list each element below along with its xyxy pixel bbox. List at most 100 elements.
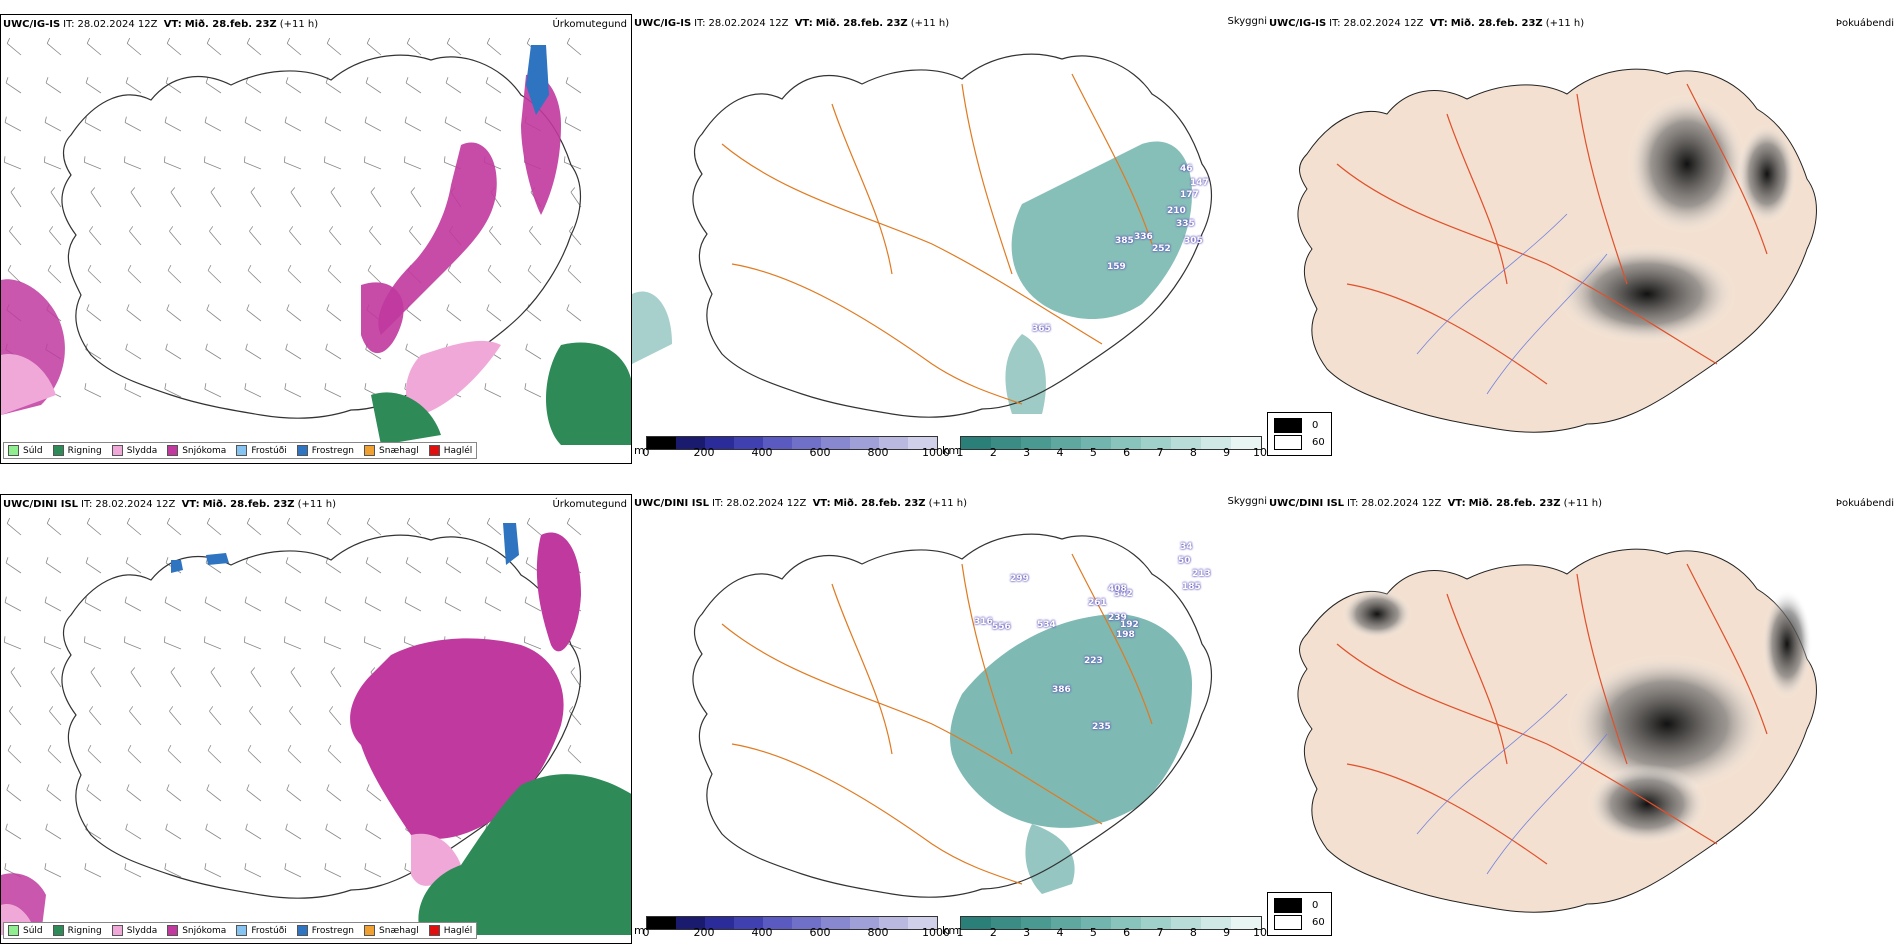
cloud-base-label: 534 <box>1037 620 1056 630</box>
colorbar-tick-label: 8 <box>1189 446 1197 459</box>
colorbar-tick-label: 10 <box>1253 926 1267 939</box>
fog-dark-area-2 <box>1627 94 1747 234</box>
cloud-base-label: 365 <box>1032 324 1051 334</box>
colorbar-segment <box>821 917 850 929</box>
colorbar-segment <box>676 437 705 449</box>
colorbar-segment <box>1021 437 1051 449</box>
colorbar-segment <box>908 437 937 449</box>
colorbar-tick-label: 600 <box>809 926 831 939</box>
cloud-base-label: 335 <box>1176 219 1195 229</box>
road-network <box>721 73 1153 405</box>
colorbar-segment <box>1021 917 1051 929</box>
visibility-unit: km <box>942 444 960 457</box>
sleet-west <box>1 354 56 415</box>
fog-dark-area-3 <box>1737 124 1797 224</box>
snow-area-east <box>536 532 581 652</box>
fog-legend: 0 60 <box>1267 892 1332 936</box>
colorbar-segment <box>1141 917 1171 929</box>
colorbar-tick-label: 1 <box>956 926 964 939</box>
colorbar-tick-label: 2 <box>989 926 997 939</box>
colorbar-segment <box>1051 917 1081 929</box>
cloud-base-label: 223 <box>1084 656 1103 666</box>
cloud-base-label: 336 <box>1134 232 1153 242</box>
legend-label: Haglél <box>443 925 473 936</box>
colorbar-tick-label: 400 <box>751 926 773 939</box>
colorbar-segment <box>1231 917 1261 929</box>
visibility-area <box>1011 141 1192 319</box>
legend-swatch <box>296 925 308 936</box>
visibility-colorbar <box>960 916 1262 930</box>
freezing-rain-area-2 <box>171 560 183 573</box>
fog-legend-swatch <box>1274 915 1302 930</box>
fog-legend-label: 60 <box>1312 917 1325 928</box>
fog-dark-area-2 <box>1587 764 1707 844</box>
legend-label: Súld <box>23 925 43 936</box>
legend-item: Slydda <box>111 445 157 456</box>
legend-item: Frostregn <box>296 925 354 936</box>
cloud-base-label: 386 <box>1052 685 1071 695</box>
cloud-base-label: 316 <box>974 617 993 627</box>
road-network <box>721 553 1153 885</box>
precip-type-panel-row2: UWC/DINI ISL IT: 28.02.2024 12Z VT: Mið. 28… <box>0 494 632 944</box>
panel-header: UWC/IG-IS IT: 28.02.2024 12Z VT: Mið. 28.fe… <box>3 19 319 30</box>
colorbar-segment <box>1201 917 1231 929</box>
fog-legend-row: 60 <box>1274 914 1325 931</box>
cloud-base-label: 46 <box>1180 164 1193 174</box>
freezing-rain-area <box>503 523 519 565</box>
iceland-coastline <box>61 54 582 419</box>
legend-label: Súld <box>23 445 43 456</box>
colorbar-segment <box>821 437 850 449</box>
fog-legend-row: 0 <box>1274 897 1325 914</box>
fog-dark-area <box>1557 244 1737 344</box>
cloud-base-label: 235 <box>1092 722 1111 732</box>
colorbar-segment <box>1171 917 1201 929</box>
visibility-area-west <box>632 291 672 364</box>
cloud-base-unit: m <box>634 444 645 457</box>
colorbar-tick-label: 1000 <box>922 926 950 939</box>
fog-roads <box>1336 563 1768 865</box>
fog-legend-swatch <box>1274 418 1302 433</box>
legend-item: Snæhagl <box>364 445 419 456</box>
cloud-base-label: 213 <box>1192 569 1211 579</box>
legend-swatch <box>111 925 123 936</box>
cloud-base-label: 185 <box>1182 582 1201 592</box>
cloud-base-colorbar <box>646 916 938 930</box>
snow-area-3 <box>521 74 561 215</box>
legend-swatch <box>8 445 19 456</box>
visibility-map <box>632 53 1213 418</box>
colorbar-tick-label: 200 <box>693 926 715 939</box>
legend-item: Rigning <box>52 925 102 936</box>
precip-type-legend: Súld Rigning Slydda Snjókoma Frostúði Frostre… <box>3 442 478 459</box>
freezing-rain-area <box>526 45 549 115</box>
legend-swatch <box>111 445 123 456</box>
freezing-rain-area-3 <box>206 553 229 565</box>
colorbar-segment <box>705 437 734 449</box>
legend-item: Rigning <box>52 445 102 456</box>
panel-header: UWC/DINI ISL IT: 28.02.2024 12Z VT: Mið. 28… <box>3 499 336 510</box>
fog-legend-row: 60 <box>1274 434 1325 451</box>
colorbar-tick-label: 3 <box>1023 926 1031 939</box>
colorbar-segment <box>1171 437 1201 449</box>
legend-item: Slydda <box>111 925 157 936</box>
colorbar-segment <box>734 917 763 929</box>
iceland-land <box>1297 68 1817 433</box>
colorbar-segment <box>1081 917 1111 929</box>
fog-indicator-panel-row1: UWC/IG-IS IT: 28.02.2024 12Z VT: Mið. 28.fe… <box>1267 14 1900 464</box>
cloud-base-label: 177 <box>1180 190 1199 200</box>
cloud-base-label: 556 <box>992 622 1011 632</box>
precip-map <box>1 517 631 935</box>
legend-swatch <box>8 925 19 936</box>
legend-item: Frostúði <box>236 925 287 936</box>
panel-header: UWC/IG-IS IT: 28.02.2024 12Z VT: Mið. 28.fe… <box>634 18 950 29</box>
visibility-area <box>950 614 1192 828</box>
colorbar-segment <box>705 917 734 929</box>
colorbar-segment <box>1111 917 1141 929</box>
cloud-base-label: 147 <box>1190 178 1209 188</box>
fog-legend-label: 0 <box>1312 420 1319 431</box>
panel-title-visibility: Skyggni <box>1227 496 1267 507</box>
colorbar-segment <box>1111 437 1141 449</box>
visibility-area-south <box>1005 334 1046 414</box>
colorbar-segment <box>961 437 991 449</box>
rain-area <box>546 342 631 445</box>
legend-swatch <box>364 445 376 456</box>
